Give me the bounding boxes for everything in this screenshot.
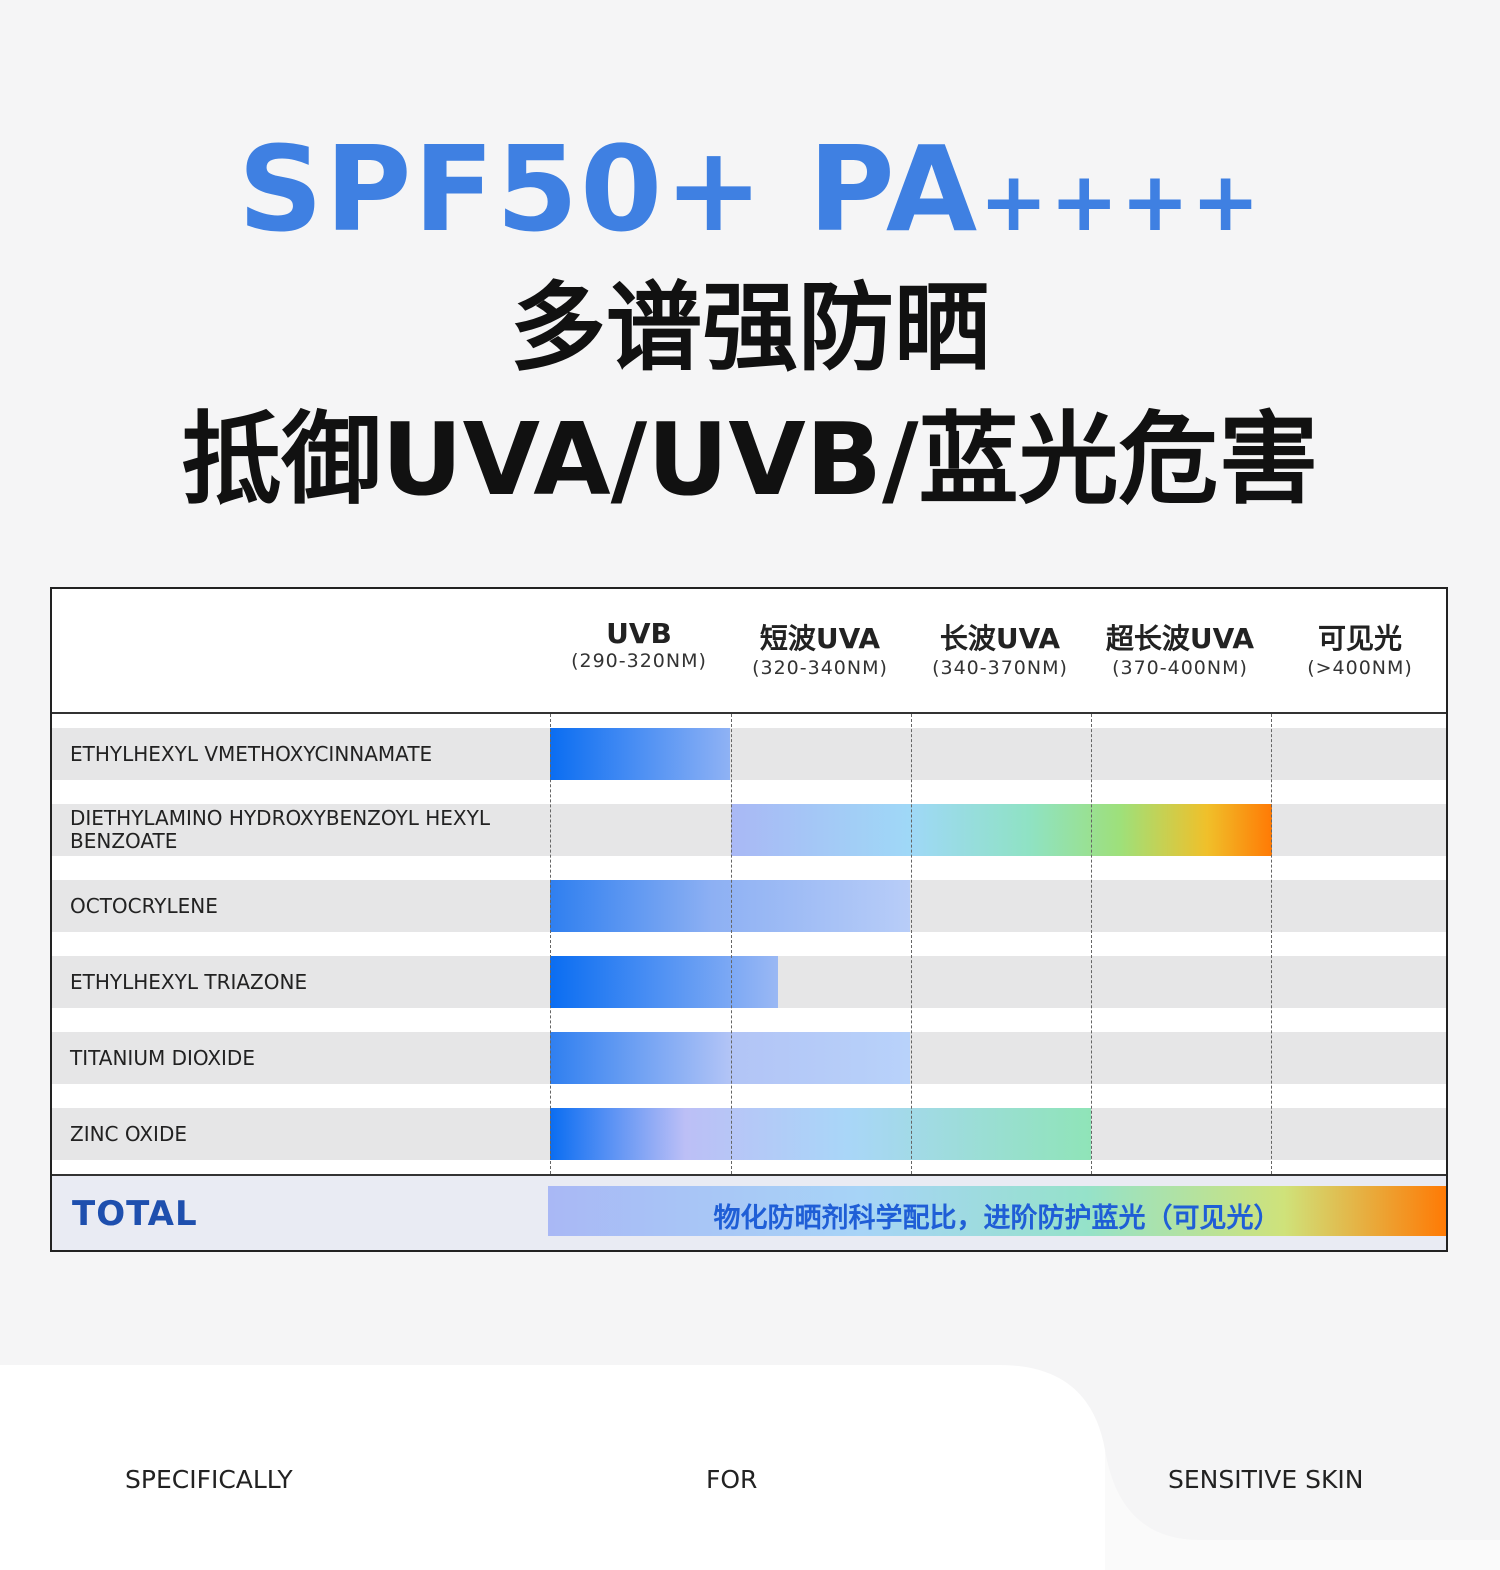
tagline: 抵御UVA/UVB/蓝光危害 [181, 401, 1319, 518]
column-header: UVB (290-320NM) [549, 617, 729, 672]
total-label: TOTAL [72, 1194, 198, 1234]
title-plus: ++++ [979, 155, 1263, 250]
column-header: 长波UVA (340-370NM) [910, 617, 1090, 679]
title-main: SPF50+ PA [237, 120, 980, 258]
coverage-bar [550, 1032, 910, 1084]
column-divider [911, 714, 912, 1174]
row-text: OCTOCRYLENE [70, 893, 218, 918]
column-range: (>400NM) [1307, 657, 1413, 679]
coverage-bar [550, 956, 778, 1008]
row-label: TITANIUM DIOXIDE [70, 1032, 510, 1084]
coverage-bar [731, 804, 1272, 856]
column-range: (320-340NM) [752, 657, 888, 679]
total-note: 物化防晒剂科学配比，进阶防护蓝光（可见光） [713, 1203, 1281, 1234]
row-label: ETHYLHEXYL VMETHOXYCINNAMATE [70, 728, 510, 780]
footer-text: SENSITIVE SKIN [1168, 1465, 1364, 1494]
row-text: ETHYLHEXYL VMETHOXYCINNAMATE [70, 741, 433, 766]
row-label: ZINC OXIDE [70, 1108, 510, 1160]
row-band [52, 728, 1446, 780]
footer-text: SPECIFICALLY [125, 1465, 293, 1494]
coverage-bar [550, 1108, 1091, 1160]
subtitle: 多谱强防晒 [510, 272, 990, 384]
column-header: 可见光 (>400NM) [1270, 617, 1450, 679]
coverage-bar [550, 728, 730, 780]
column-divider [731, 714, 732, 1174]
row-text: ETHYLHEXYL TRIAZONE [70, 969, 308, 994]
footer-text: FOR [706, 1465, 758, 1494]
column-name: UVB [606, 617, 672, 650]
column-divider [550, 714, 551, 1174]
column-name: 可见光 [1317, 622, 1402, 655]
column-divider [1271, 714, 1272, 1174]
column-name: 长波UVA [939, 622, 1061, 655]
row-label: OCTOCRYLENE [70, 880, 510, 932]
column-name: 短波UVA [759, 622, 881, 655]
column-range: (370-400NM) [1112, 657, 1248, 679]
title: SPF50+ PA++++ [0, 120, 1500, 258]
column-header: 超长波UVA (370-400NM) [1090, 617, 1270, 679]
total-bar [548, 1186, 1446, 1236]
column-header: 短波UVA (320-340NM) [730, 617, 910, 679]
column-divider [1091, 714, 1092, 1174]
row-text: DIETHYLAMINO HYDROXYBENZOYL HEXYL BENZOA… [70, 806, 490, 853]
footer-bg [0, 1365, 1500, 1570]
row-label: ETHYLHEXYL TRIAZONE [70, 956, 510, 1008]
row-text: ZINC OXIDE [70, 1121, 187, 1146]
column-name: 超长波UVA [1105, 622, 1255, 655]
column-range: (340-370NM) [932, 657, 1068, 679]
row-text: TITANIUM DIOXIDE [70, 1045, 255, 1070]
header-rule [52, 712, 1446, 714]
table: TOTAL 物化防晒剂科学配比，进阶防护蓝光（可见光） UVB (290-320N… [50, 587, 1448, 1252]
column-range: (290-320NM) [571, 650, 707, 672]
row-label: DIETHYLAMINO HYDROXYBENZOYL HEXYL BENZOA… [70, 804, 510, 856]
coverage-bar [550, 880, 910, 932]
